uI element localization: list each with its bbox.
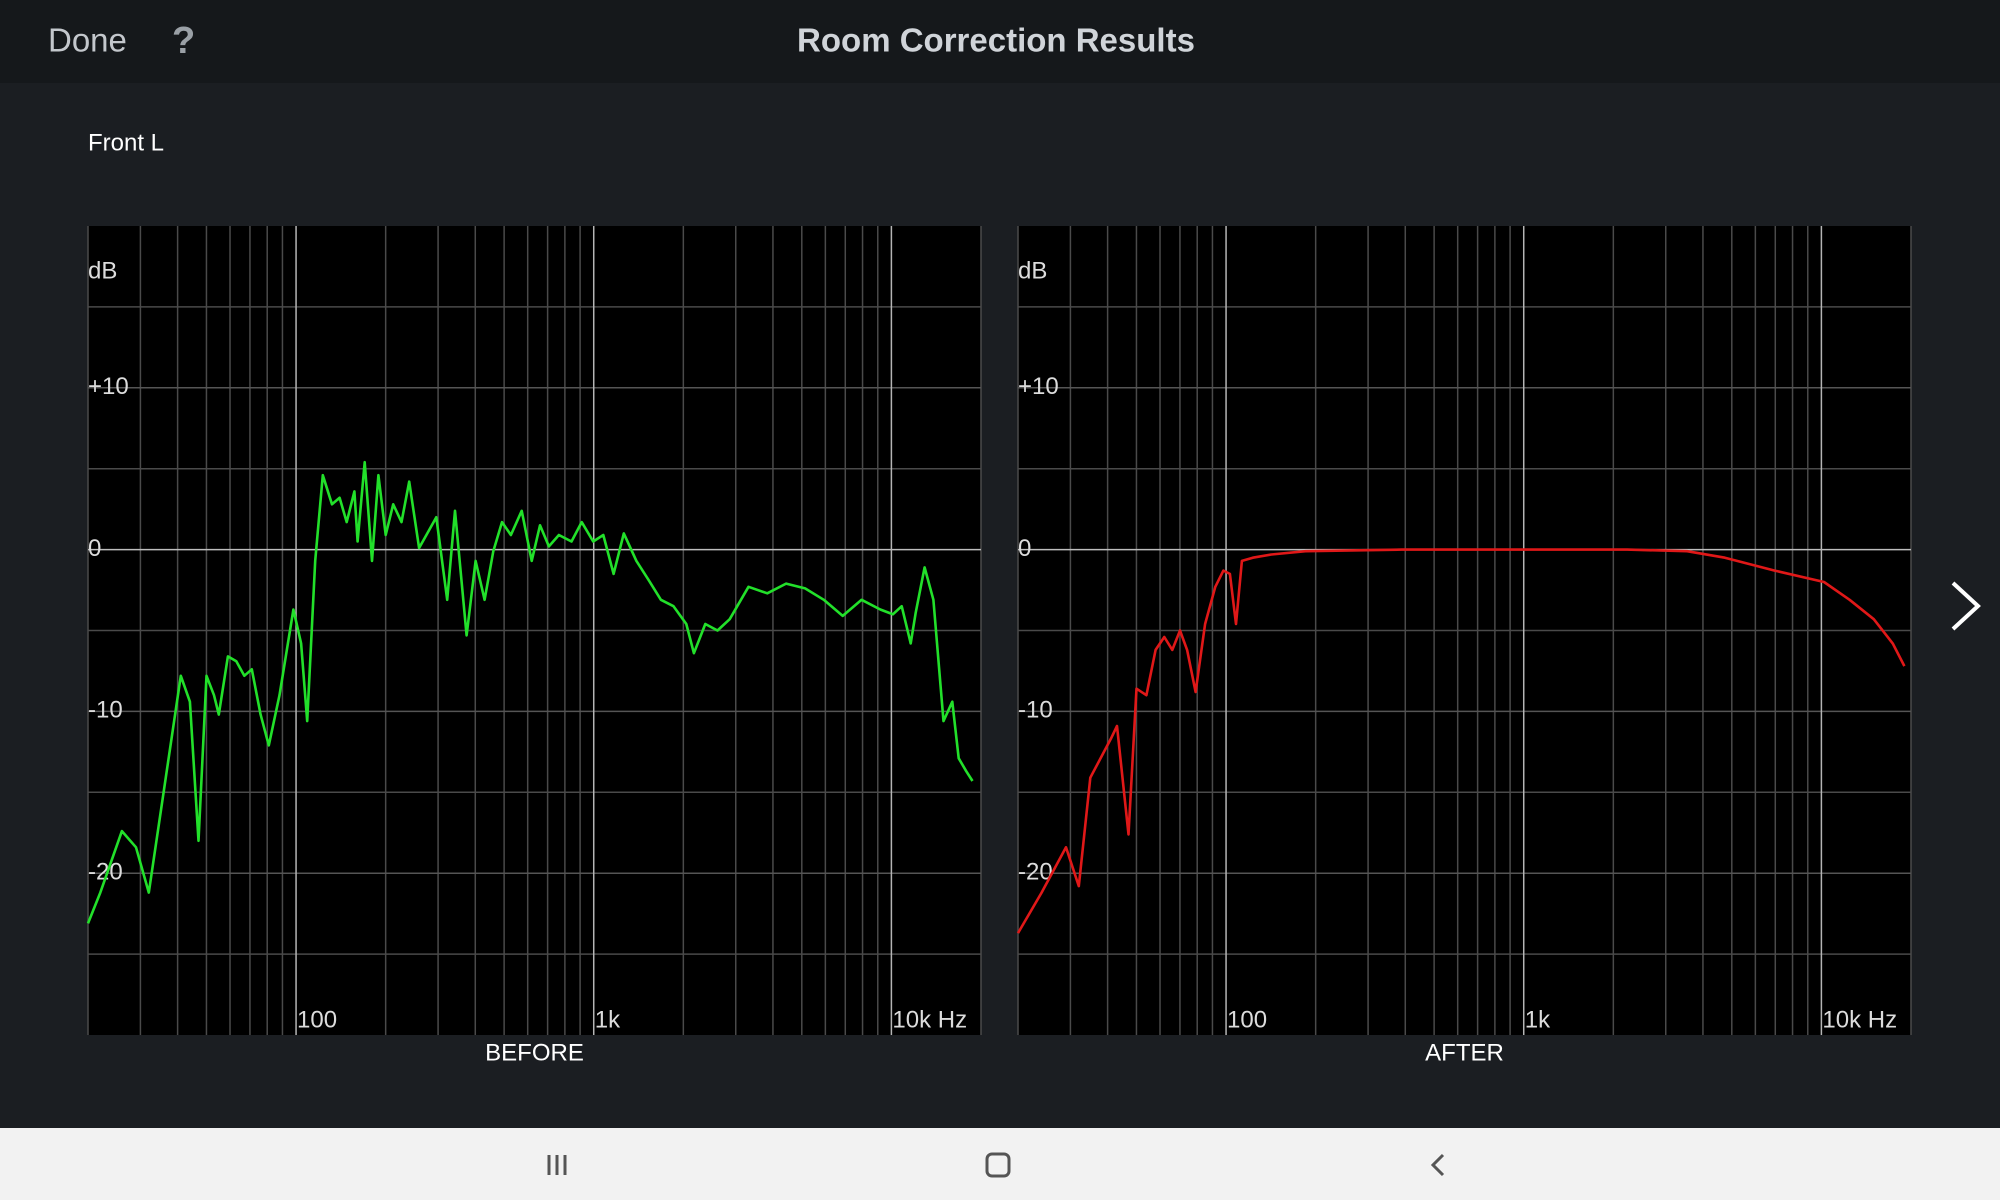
response-curve	[1016, 548, 1906, 934]
y-axis-label: dB	[1018, 257, 1047, 284]
x-tick-label: 10k Hz	[892, 1006, 967, 1033]
next-arrow[interactable]	[1951, 581, 1981, 631]
back-button[interactable]	[1430, 1153, 1445, 1177]
x-tick-label: 100	[297, 1006, 337, 1033]
done-button[interactable]: Done	[48, 22, 127, 59]
x-tick-label: 1k	[1525, 1006, 1551, 1033]
y-tick-label: +10	[88, 373, 129, 400]
response-curve	[86, 460, 974, 924]
y-tick-label: 0	[1018, 535, 1031, 562]
x-axis-label: AFTER	[1425, 1039, 1504, 1066]
y-tick-label: -10	[1018, 697, 1053, 724]
channel-label: Front L	[88, 129, 164, 156]
header-bar	[0, 0, 2000, 83]
x-axis-label: BEFORE	[485, 1039, 584, 1066]
x-tick-label: 100	[1227, 1006, 1267, 1033]
nav-bar	[0, 1128, 2000, 1200]
x-tick-label: 10k Hz	[1822, 1006, 1897, 1033]
help-button[interactable]: ?	[172, 20, 195, 62]
y-tick-label: -10	[88, 697, 123, 724]
home-button[interactable]	[985, 1152, 1011, 1178]
page-title: Room Correction Results	[797, 22, 1195, 59]
y-axis-label: dB	[88, 257, 117, 284]
x-tick-label: 1k	[595, 1006, 621, 1033]
y-tick-label: +10	[1018, 373, 1059, 400]
y-tick-label: 0	[88, 535, 101, 562]
recent-apps-button[interactable]	[547, 1155, 567, 1175]
